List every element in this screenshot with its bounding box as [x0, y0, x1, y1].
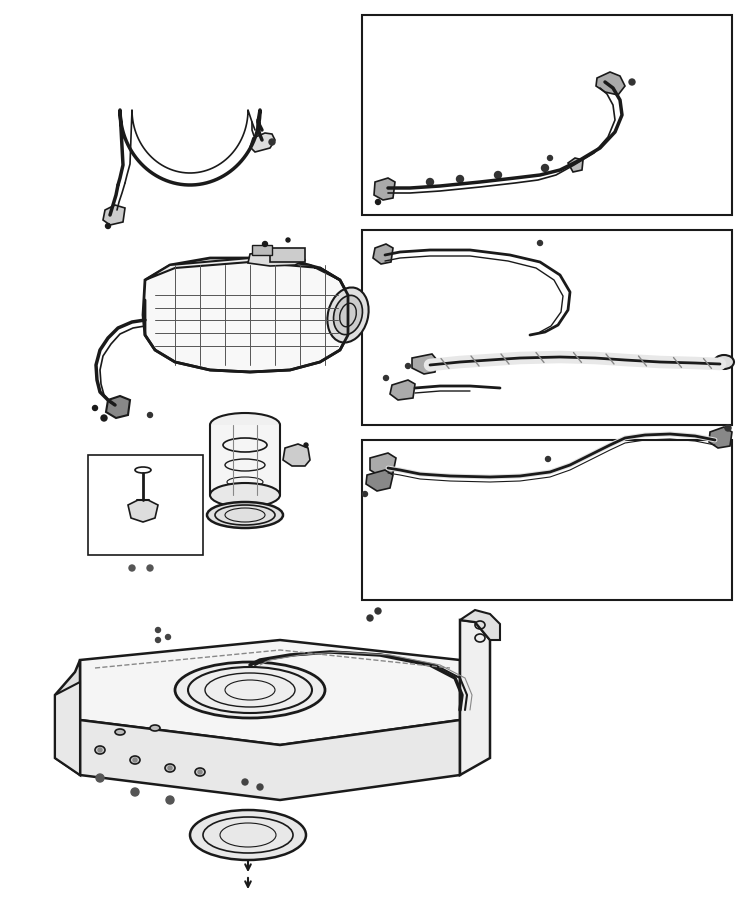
- Bar: [362, 230, 732, 425]
- Ellipse shape: [165, 764, 175, 772]
- Ellipse shape: [714, 355, 734, 369]
- Circle shape: [548, 156, 553, 160]
- Circle shape: [242, 779, 248, 785]
- Circle shape: [542, 165, 548, 172]
- Circle shape: [367, 615, 373, 621]
- Bar: [362, 440, 732, 600]
- Polygon shape: [106, 396, 130, 418]
- Circle shape: [156, 627, 161, 633]
- Circle shape: [269, 139, 275, 145]
- Circle shape: [362, 491, 368, 497]
- Circle shape: [101, 415, 107, 421]
- Circle shape: [629, 79, 635, 85]
- Ellipse shape: [130, 756, 140, 764]
- Polygon shape: [283, 444, 310, 466]
- Ellipse shape: [210, 483, 280, 507]
- Circle shape: [494, 172, 502, 178]
- Polygon shape: [128, 500, 158, 522]
- Ellipse shape: [210, 413, 280, 437]
- Polygon shape: [55, 682, 80, 775]
- Circle shape: [168, 766, 172, 770]
- Circle shape: [545, 456, 551, 462]
- Circle shape: [725, 425, 731, 431]
- Circle shape: [456, 176, 464, 183]
- Circle shape: [96, 774, 104, 782]
- Circle shape: [257, 784, 263, 790]
- Circle shape: [262, 241, 268, 247]
- Circle shape: [133, 758, 137, 762]
- Circle shape: [427, 178, 433, 185]
- Ellipse shape: [175, 662, 325, 718]
- Ellipse shape: [190, 810, 306, 860]
- Ellipse shape: [95, 746, 105, 754]
- Circle shape: [405, 364, 411, 368]
- Polygon shape: [390, 380, 415, 400]
- Polygon shape: [80, 640, 460, 745]
- Circle shape: [384, 375, 388, 381]
- Polygon shape: [55, 660, 80, 775]
- Bar: [270, 248, 305, 262]
- Ellipse shape: [333, 295, 362, 335]
- Polygon shape: [568, 158, 583, 172]
- Circle shape: [105, 223, 110, 229]
- Polygon shape: [373, 244, 393, 264]
- Polygon shape: [374, 178, 395, 200]
- Circle shape: [376, 200, 380, 204]
- Bar: [88, 455, 203, 555]
- Bar: [362, 15, 732, 215]
- Circle shape: [156, 637, 161, 643]
- Circle shape: [147, 412, 153, 418]
- Circle shape: [304, 443, 308, 447]
- Circle shape: [93, 406, 98, 410]
- Circle shape: [166, 796, 174, 804]
- Polygon shape: [370, 453, 396, 476]
- Polygon shape: [80, 720, 460, 800]
- Circle shape: [147, 565, 153, 571]
- Bar: [252, 245, 272, 255]
- Polygon shape: [412, 354, 437, 374]
- Polygon shape: [103, 205, 125, 225]
- Polygon shape: [366, 470, 393, 491]
- Circle shape: [129, 565, 135, 571]
- Polygon shape: [250, 133, 275, 152]
- Ellipse shape: [328, 287, 368, 343]
- Circle shape: [131, 788, 139, 796]
- Polygon shape: [248, 250, 305, 266]
- Bar: [210, 425, 280, 495]
- Polygon shape: [143, 258, 348, 372]
- Circle shape: [286, 238, 290, 242]
- Circle shape: [98, 748, 102, 752]
- Polygon shape: [596, 72, 625, 95]
- Ellipse shape: [195, 768, 205, 776]
- Ellipse shape: [115, 729, 125, 735]
- Circle shape: [198, 770, 202, 774]
- Circle shape: [375, 608, 381, 614]
- Polygon shape: [460, 620, 490, 775]
- Polygon shape: [709, 427, 732, 448]
- Polygon shape: [460, 610, 500, 640]
- Ellipse shape: [207, 502, 283, 528]
- Polygon shape: [145, 258, 340, 280]
- Circle shape: [537, 240, 542, 246]
- Circle shape: [165, 634, 170, 640]
- Ellipse shape: [150, 725, 160, 731]
